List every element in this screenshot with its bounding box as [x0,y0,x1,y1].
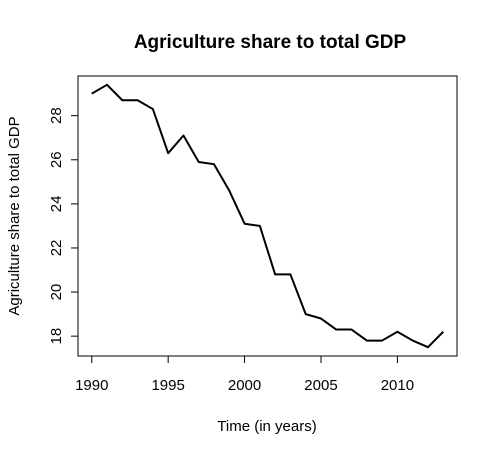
y-axis: 18 20 22 24 26 28 [48,107,79,345]
y-tick-label: 26 [48,151,65,168]
x-tick-label: 2010 [381,377,414,394]
y-tick-label: 24 [48,196,65,213]
y-axis-label: Agriculture share to total GDP [6,116,23,315]
x-axis: 1990 1995 2000 2005 2010 [75,355,414,394]
y-tick-label: 18 [48,328,65,345]
y-tick-label: 22 [48,240,65,257]
series-line [91,83,444,349]
x-tick-label: 2005 [304,377,337,394]
chart-title: Agriculture share to total GDP [134,32,407,53]
x-tick-label: 1990 [75,377,108,394]
y-tick-label: 20 [48,284,65,301]
y-tick-label: 28 [48,107,65,124]
plot-frame [77,75,458,357]
x-tick-label: 1995 [151,377,184,394]
x-tick-label: 2000 [228,377,261,394]
x-axis-label: Time (in years) [217,418,316,435]
